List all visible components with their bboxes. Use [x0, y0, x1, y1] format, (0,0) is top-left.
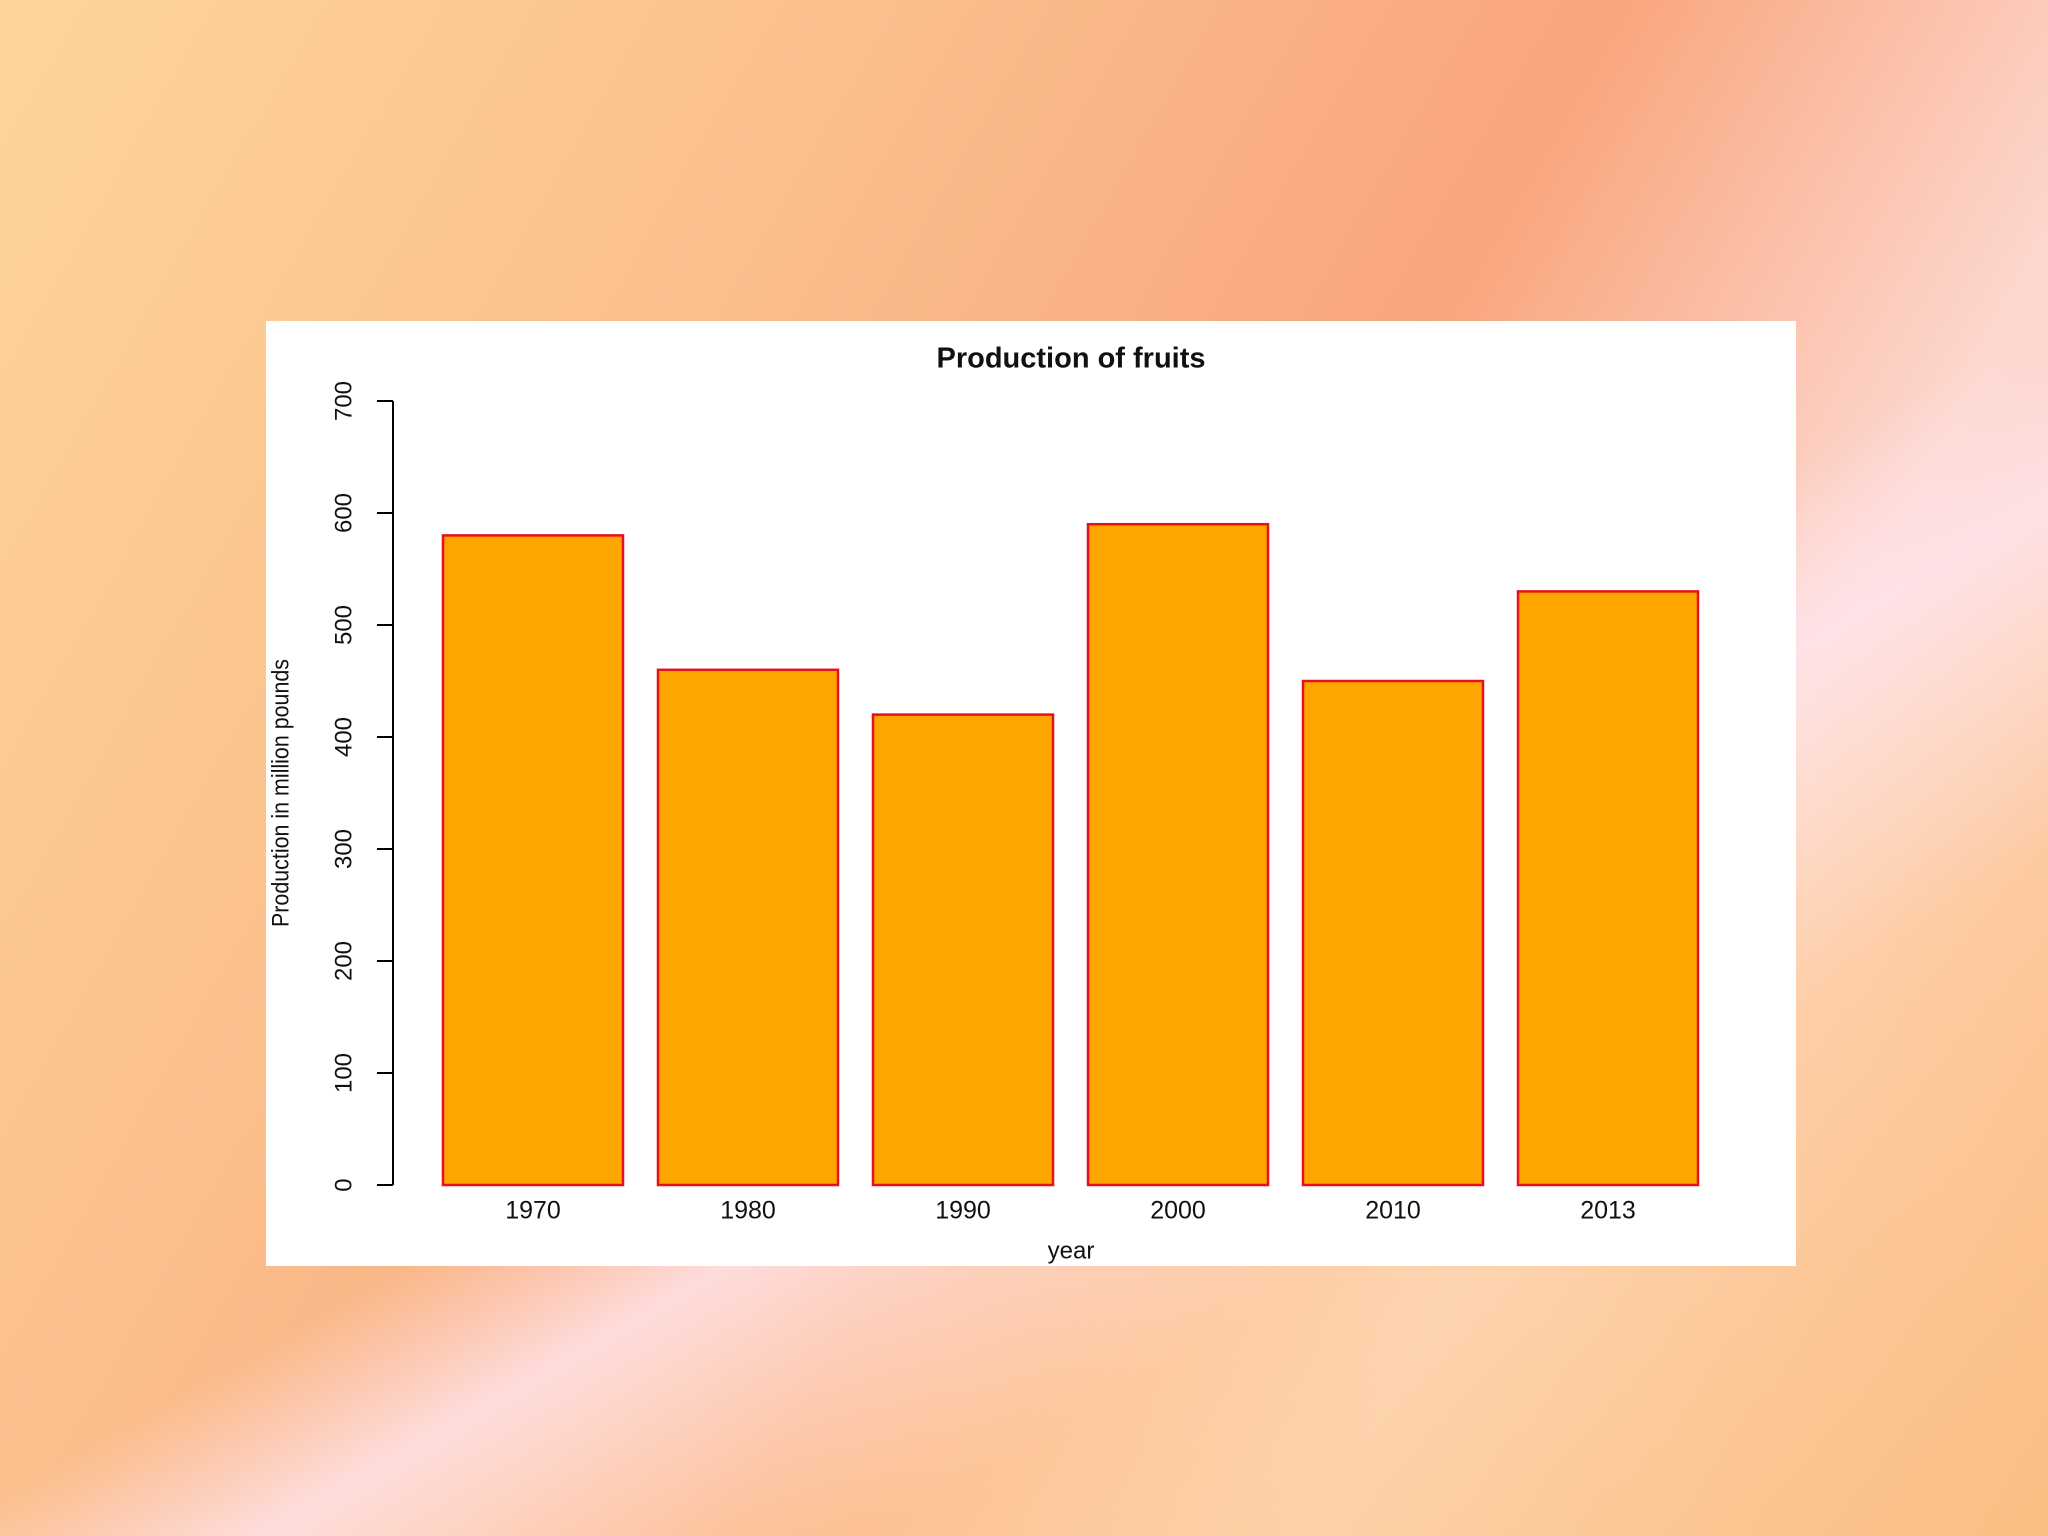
y-tick-label: 200 — [330, 941, 357, 981]
x-tick-label: 1970 — [505, 1197, 561, 1225]
y-tick-label: 700 — [330, 381, 357, 421]
x-tick-label: 2013 — [1580, 1197, 1636, 1225]
x-tick-label: 2000 — [1150, 1197, 1206, 1225]
y-tick-label: 0 — [330, 1178, 357, 1191]
bar — [871, 713, 1055, 1187]
y-tick-label: 400 — [330, 717, 357, 757]
bar — [1086, 522, 1270, 1187]
y-tick-label: 100 — [330, 1053, 357, 1093]
bar — [441, 534, 625, 1187]
bar — [656, 668, 840, 1187]
x-axis-label: year — [1048, 1237, 1095, 1264]
bar — [1516, 590, 1700, 1187]
y-tick-label: 600 — [330, 493, 357, 533]
bar — [1301, 679, 1485, 1187]
chart-title: Production of fruits — [936, 343, 1205, 375]
y-axis-label: Production in million pounds — [267, 659, 294, 927]
y-tick-label: 500 — [330, 605, 357, 645]
x-tick-label: 1980 — [720, 1197, 776, 1225]
y-tick-label: 300 — [330, 829, 357, 869]
x-tick-label: 2010 — [1365, 1197, 1421, 1225]
x-tick-label: 1990 — [935, 1197, 991, 1225]
